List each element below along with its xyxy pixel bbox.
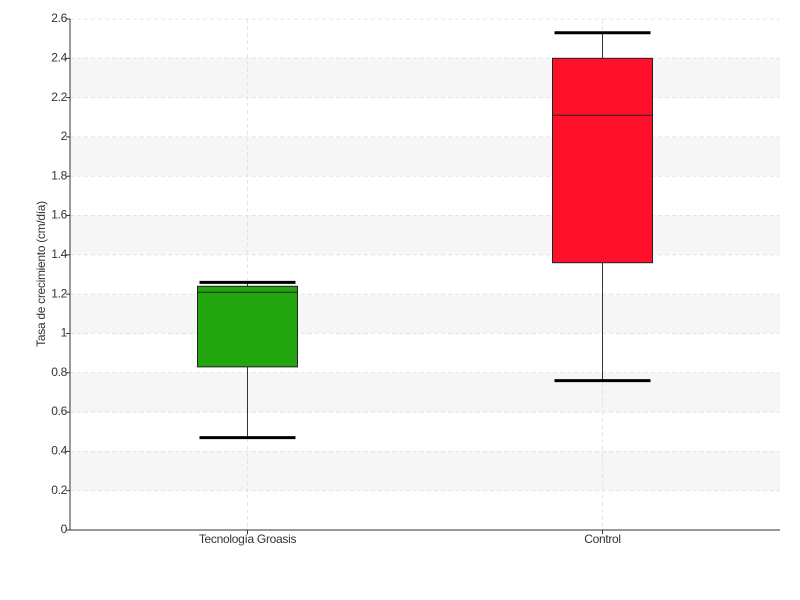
y-tick-label: 0.8 <box>51 365 67 379</box>
grid-band <box>70 136 780 177</box>
grid-band <box>70 451 780 491</box>
box <box>552 57 653 264</box>
y-tick-label: 1 <box>61 326 68 340</box>
grid-band <box>70 294 780 334</box>
y-tick-label: 0.4 <box>51 444 67 458</box>
grid-band <box>70 215 780 255</box>
box <box>197 285 298 368</box>
y-tick-label: 1.4 <box>51 247 67 261</box>
y-tick-label: 1.8 <box>51 168 67 182</box>
y-tick-label: 2.4 <box>51 50 67 64</box>
y-tick-label: 2.2 <box>51 90 67 104</box>
y-tick-label: 2.6 <box>51 11 67 25</box>
y-axis-label: Tasa de crecimiento (cm/día) <box>34 201 48 347</box>
y-tick-label: 0.2 <box>51 483 67 497</box>
y-tick-label: 1.2 <box>51 286 67 300</box>
grid-band <box>70 372 780 413</box>
x-tick-label: Tecnología Groasis <box>199 532 297 546</box>
x-tick-label: Control <box>584 532 621 546</box>
y-tick-label: 1.6 <box>51 208 67 222</box>
y-tick-label: 2 <box>61 129 68 143</box>
grid-band <box>70 58 780 98</box>
y-tick-label: 0.6 <box>51 404 67 418</box>
y-tick-label: 0 <box>61 522 68 536</box>
